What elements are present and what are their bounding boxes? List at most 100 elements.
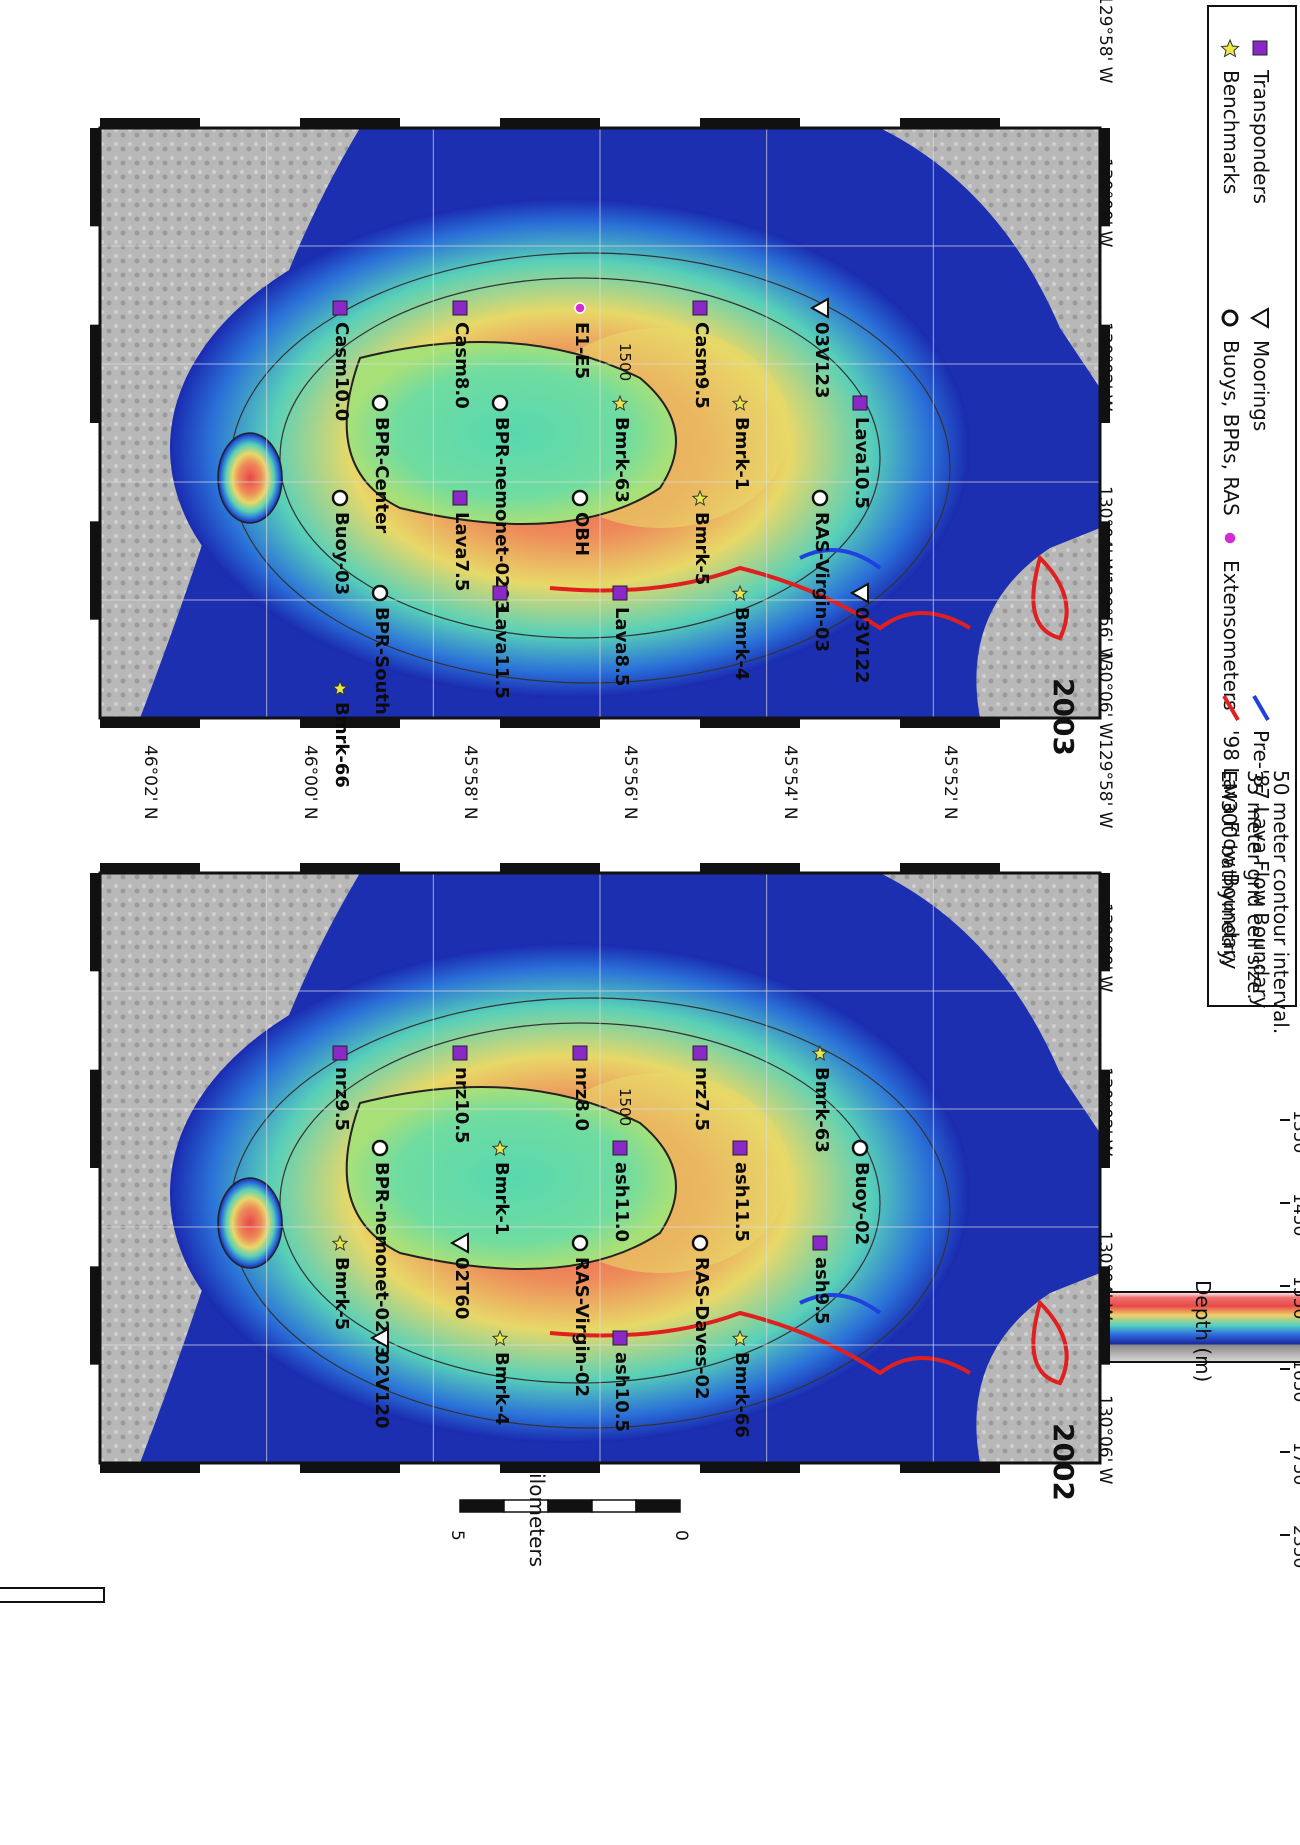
longitude-label: 130°06' W — [1095, 1395, 1115, 1485]
longitude-label: 129°58' W — [1095, 0, 1115, 84]
site-marker: 02V120 — [369, 1327, 392, 1429]
site-label: 02V120 — [371, 1352, 392, 1429]
site-marker: RAS-Virgin-02 — [571, 1234, 592, 1397]
site-marker: nrz9.5 — [331, 1045, 352, 1131]
legend-note: EM300 bathymetry. — [1217, 770, 1241, 965]
frame-tick — [300, 1463, 400, 1473]
site-marker: Lava7.5 — [451, 490, 472, 591]
depth-colorbar: 1350 1450 1550 1650 1750 2350 Depth (m) — [1036, 1110, 1300, 1568]
panel-year: 2003 — [1047, 678, 1080, 756]
legend-item-label: '98 Lava Flow Boundary — [1219, 730, 1243, 970]
site-label: RAS-Daves-02 — [691, 1257, 712, 1400]
site-label: ash10.5 — [611, 1352, 632, 1432]
site-marker: RAS-Virgin-03 — [811, 489, 832, 652]
site-label: Bmrk-1 — [491, 1162, 512, 1235]
contour-line — [279, 277, 881, 639]
legend-item-1: Transponders — [1249, 40, 1273, 204]
site-label: nrz10.5 — [451, 1067, 472, 1144]
dot-icon — [1223, 531, 1237, 545]
triangle-icon — [1249, 307, 1269, 329]
longitude-label: 130°02' W — [1095, 322, 1115, 412]
site-label: RAS-Virgin-03 — [811, 512, 832, 652]
site-marker: nrz8.0 — [571, 1045, 592, 1131]
site-marker: nrz10.5 — [451, 1045, 472, 1144]
frame-tick — [900, 1463, 1000, 1473]
frame-tick — [300, 118, 400, 128]
site-marker: Casm8.0 — [451, 300, 472, 409]
panel-year: 2002 — [1047, 1423, 1080, 1501]
scale-bar-segment — [635, 1499, 681, 1513]
lava-flow-1998-boundary — [1031, 554, 1069, 641]
frame-tick — [700, 718, 800, 728]
frame-tick — [500, 718, 600, 728]
site-label: Bmrk-1 — [731, 417, 752, 490]
transponder-icon — [692, 1045, 708, 1061]
site-label: 03V123 — [811, 322, 832, 399]
benchmark-icon — [491, 1329, 509, 1346]
benchmark-icon — [691, 489, 709, 506]
site-label: OBH — [571, 512, 592, 556]
site-label: Bmrk-66 — [731, 1352, 752, 1438]
site-label: ash11.0 — [611, 1162, 632, 1242]
colorbar-title: Depth (m) — [1191, 1280, 1215, 1382]
transponder-icon — [852, 395, 868, 411]
lava-flow-pre1987-boundary — [799, 1293, 882, 1315]
line-icon — [1252, 694, 1270, 722]
buoy-icon — [331, 489, 349, 507]
site-label: Bmrk-63 — [811, 1067, 832, 1153]
frame-tick — [300, 863, 400, 873]
buoy-icon — [491, 394, 509, 412]
legend-item-3: Moorings — [1249, 307, 1273, 431]
site-label: nrz7.5 — [691, 1067, 712, 1131]
site-label: Casm8.0 — [451, 322, 472, 409]
frame-tick — [90, 324, 100, 423]
site-label: Casm10.0 — [331, 322, 352, 421]
longitude-label: 130°00' W — [1095, 158, 1115, 248]
transponder-icon — [452, 300, 468, 316]
benchmark-icon — [331, 679, 349, 696]
transponder-icon — [812, 1235, 828, 1251]
frame-tick — [100, 118, 200, 128]
seamount — [217, 1177, 283, 1269]
latitude-label: 45°52' N — [940, 745, 960, 820]
site-label: Bmrk-5 — [691, 512, 712, 585]
site-label: BPR-nemonet-0203 — [491, 417, 512, 613]
frame-tick — [1100, 1069, 1110, 1168]
transponder-icon — [332, 300, 348, 316]
lava-flow-1998-boundary — [549, 1310, 972, 1376]
frame-tick — [700, 118, 800, 128]
contour-label: 1500 — [616, 343, 634, 381]
site-label: Buoy-03 — [331, 512, 352, 595]
site-marker: BPR-nemonet-0203 — [491, 394, 512, 613]
site-marker: E1-E5 — [571, 302, 592, 379]
frame-tick — [1100, 1266, 1110, 1365]
site-marker: Lava8.5 — [611, 585, 632, 686]
legend-note: 35 meter grid cell size. — [1243, 770, 1267, 1000]
benchmark-icon — [731, 1329, 749, 1346]
legend-item-2: Buoys, BPRs, RAS — [1219, 309, 1243, 516]
site-label: RAS-Virgin-02 — [571, 1257, 592, 1397]
longitude-label: 130°06' W — [1095, 650, 1115, 740]
frame-tick — [300, 718, 400, 728]
site-label: Bmrk-4 — [491, 1352, 512, 1425]
frame-tick — [100, 863, 200, 873]
site-marker: Casm10.0 — [331, 300, 352, 421]
map-panel-2003: 2003 1500 Casm10.0 Casm8.0 E1-E5 Casm9.5 03V12… — [90, 118, 1110, 788]
transponder-icon — [612, 1330, 628, 1346]
buoy-icon — [371, 1139, 389, 1157]
map-panel-2002: 2002 1500 nrz9.5 nrz10.5 nrz8.0 nrz7.5 Bmrk-63… — [90, 863, 1110, 1501]
contour-label: 1500 — [616, 1088, 634, 1126]
latitude-label: 46°00' N — [300, 745, 320, 820]
site-marker: 03V122 — [849, 582, 872, 684]
buoy-icon — [371, 394, 389, 412]
colorbar-tick-label: 1550 — [1289, 1276, 1300, 1319]
site-marker: ash11.5 — [731, 1140, 752, 1242]
frame-tick — [100, 1463, 200, 1473]
site-label: ash11.5 — [731, 1162, 752, 1242]
buoy-icon — [571, 1234, 589, 1252]
site-marker: BPR-nemonet-0203 — [371, 1139, 392, 1358]
buoy-icon — [691, 1234, 709, 1252]
lava-flow-1998-boundary — [1031, 1299, 1069, 1386]
caldera-floor — [345, 1086, 677, 1270]
